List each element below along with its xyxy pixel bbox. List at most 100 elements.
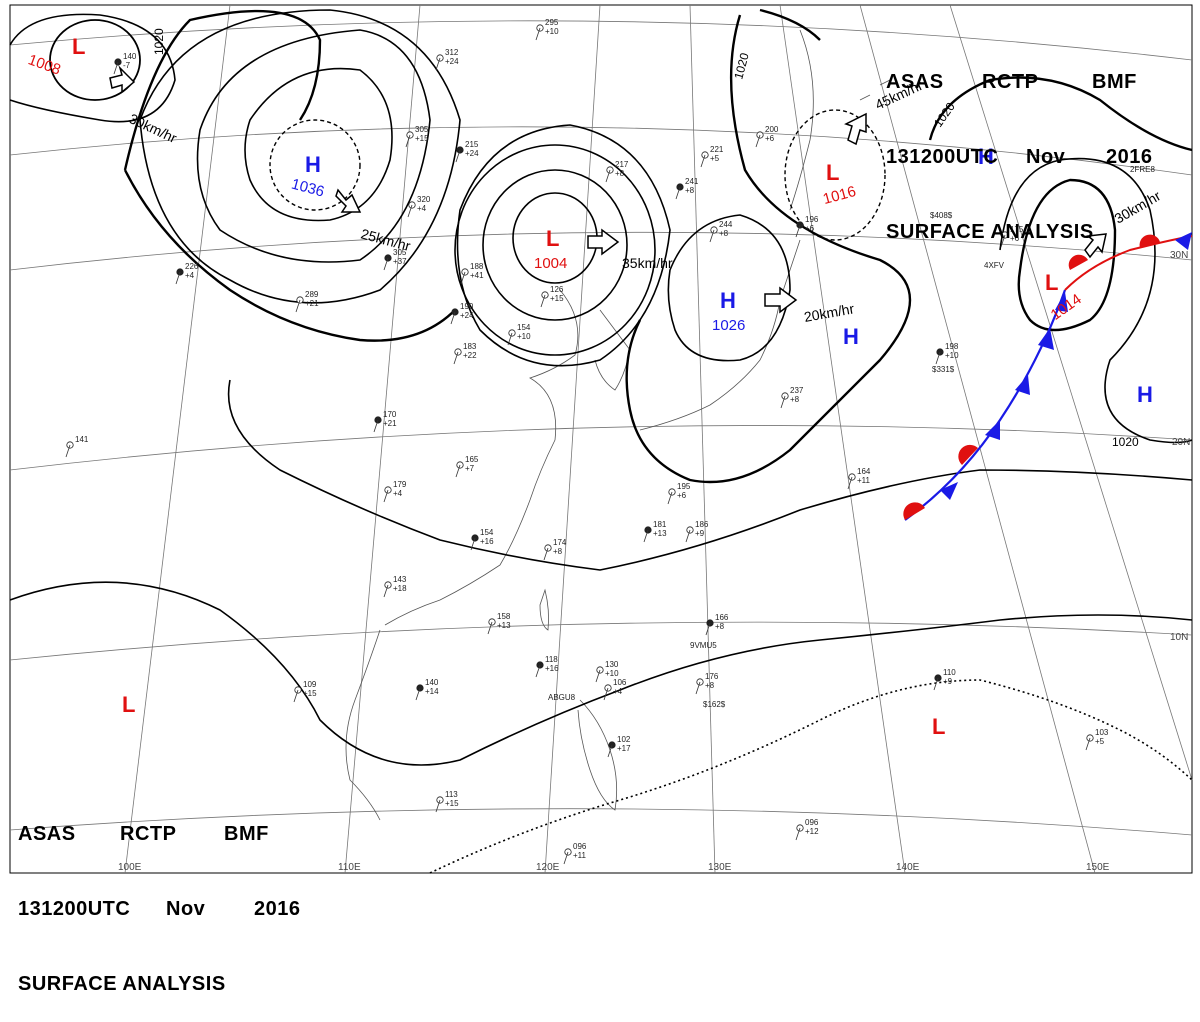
station-pressure: 181 bbox=[653, 520, 667, 529]
wind-barb bbox=[675, 186, 681, 200]
station-tendency: +37 bbox=[393, 257, 407, 266]
station-tendency: +4 bbox=[393, 489, 403, 498]
lon-label-120e: 120E bbox=[536, 862, 560, 873]
isobar-high-mongolia-1 bbox=[244, 67, 393, 222]
station-code: 4XFV bbox=[984, 261, 1005, 270]
station-pressure: 130 bbox=[605, 660, 619, 669]
wind-barb bbox=[65, 444, 71, 458]
station-pressure: 096 bbox=[573, 842, 587, 851]
station-tendency: +4 bbox=[613, 687, 623, 696]
wind-barb bbox=[175, 271, 181, 285]
station-tendency: +8 bbox=[790, 395, 800, 404]
station-code: $331$ bbox=[932, 365, 955, 374]
station-pressure: 190 bbox=[460, 302, 474, 311]
header-product: ASAS bbox=[18, 823, 76, 845]
lon-line-100e bbox=[124, 4, 231, 874]
station-plot: 110+9 bbox=[933, 668, 956, 691]
wind-barb bbox=[373, 419, 379, 433]
lon-label-150e: 150E bbox=[1086, 862, 1110, 873]
station-plot: 226+4 bbox=[175, 262, 199, 285]
isobars bbox=[9, 8, 1193, 874]
wind-barb bbox=[455, 464, 461, 478]
lon-label-100e: 100E bbox=[118, 862, 142, 873]
station-pressure: 140 bbox=[425, 678, 439, 687]
wind-barb bbox=[383, 584, 389, 598]
station-plot: 164+11 bbox=[847, 467, 871, 490]
station-tendency: +13 bbox=[497, 621, 511, 630]
station-plot: 174+8 bbox=[543, 538, 567, 561]
header-type: BMF bbox=[224, 823, 269, 845]
station-code: 2FRE8 bbox=[1130, 165, 1155, 174]
station-plot: 289+21 bbox=[295, 290, 319, 313]
isobar-high-japan-sea bbox=[667, 214, 791, 362]
isobar-high-mongolia-dashed bbox=[269, 119, 361, 211]
station-tendency: +10 bbox=[605, 669, 619, 678]
station-pressure: 143 bbox=[393, 575, 407, 584]
wind-barb bbox=[603, 687, 609, 701]
system-letter-high-kamchatka: H bbox=[978, 144, 994, 169]
front-lines bbox=[903, 232, 1193, 521]
map-header-bottom: ASAS RCTP BMF 131200UTC Nov 2016 SURFACE… bbox=[18, 772, 301, 1022]
wind-barb bbox=[383, 489, 389, 503]
station-plot: 102+17 bbox=[607, 735, 631, 758]
station-plot: 096+12 bbox=[795, 818, 819, 841]
station-plot: 103+5 bbox=[1085, 728, 1109, 751]
warm-front-pip bbox=[903, 502, 925, 520]
isobar-1020-japan bbox=[625, 14, 912, 484]
station-tendency: +15 bbox=[445, 799, 459, 808]
coast-china bbox=[384, 289, 579, 626]
wind-barb bbox=[935, 351, 941, 365]
wind-barb bbox=[695, 681, 701, 695]
station-tendency: +10 bbox=[945, 351, 959, 360]
station-tendency: +24 bbox=[445, 57, 459, 66]
lat-label-10n: 10N bbox=[1170, 632, 1188, 643]
motion-arrow-high-japan-sea bbox=[764, 286, 798, 314]
coast-kuril bbox=[859, 79, 891, 101]
system-value-low-manchuria: 1004 bbox=[534, 255, 567, 272]
wind-barb bbox=[563, 851, 569, 865]
wind-barb bbox=[705, 622, 711, 636]
system-letter-high-mongolia: H bbox=[305, 152, 321, 177]
wind-barb bbox=[795, 224, 801, 238]
station-plot: 188+41 bbox=[460, 262, 484, 285]
station-tendency: +22 bbox=[463, 351, 477, 360]
wind-barb bbox=[847, 476, 853, 490]
wind-barb bbox=[295, 299, 301, 313]
station-tendency: +5 bbox=[1095, 737, 1105, 746]
station-pressure: 221 bbox=[710, 145, 724, 154]
station-tendency: +9 bbox=[943, 677, 953, 686]
cold-front-triangles bbox=[940, 232, 1192, 500]
isobar-high-mongolia-1020 bbox=[123, 9, 456, 342]
station-tendency: +24 bbox=[465, 149, 479, 158]
system-letter-low-southeast: L bbox=[932, 714, 945, 739]
station-tendency: +10 bbox=[517, 332, 531, 341]
station-pressure: 198 bbox=[945, 342, 959, 351]
coast-philippines bbox=[577, 699, 618, 811]
station-tendency: +6 bbox=[765, 134, 775, 143]
wind-barb bbox=[455, 149, 461, 163]
wind-barb bbox=[435, 799, 441, 813]
wind-barb bbox=[755, 134, 761, 148]
station-pressure: 312 bbox=[445, 48, 459, 57]
station-plot: 200+6 bbox=[755, 125, 779, 148]
header-center: RCTP bbox=[120, 823, 177, 845]
station-pressure: 217 bbox=[615, 160, 629, 169]
system-letter-low-nw: L bbox=[72, 34, 85, 59]
wind-barb bbox=[383, 257, 389, 271]
station-plot: 305+37 bbox=[383, 248, 407, 271]
station-pressure: 244 bbox=[719, 220, 733, 229]
station-tendency: +15 bbox=[550, 294, 564, 303]
warm-front-semicircles bbox=[903, 234, 1160, 520]
station-pressure: 305 bbox=[393, 248, 407, 257]
station-tendency: +8 bbox=[553, 547, 563, 556]
wind-barb bbox=[507, 332, 513, 346]
header-line-1: ASAS RCTP BMF bbox=[18, 822, 301, 847]
station-plot: 166+8 bbox=[705, 613, 729, 636]
station-plot: 109+15 bbox=[293, 680, 317, 703]
wind-barb bbox=[407, 204, 413, 218]
system-letter-high-japan-sea: H bbox=[720, 288, 736, 313]
wind-barb bbox=[113, 61, 119, 75]
header-center: RCTP bbox=[982, 71, 1039, 93]
station-plot: 096+11 bbox=[563, 842, 587, 865]
station-tendency: +8 bbox=[715, 622, 725, 631]
